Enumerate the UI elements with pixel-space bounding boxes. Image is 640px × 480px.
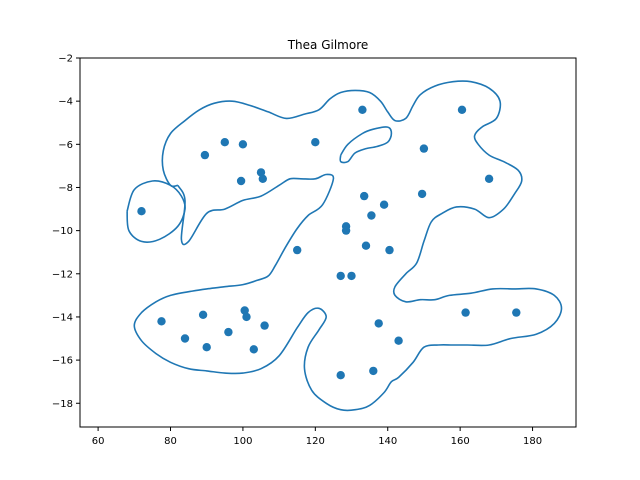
data-point — [417, 189, 427, 199]
chart-title: Thea Gilmore — [287, 38, 369, 52]
data-point — [242, 312, 251, 322]
data-point — [293, 245, 302, 255]
x-tick-label: 60 — [92, 436, 105, 447]
x-tick-label: 80 — [164, 436, 177, 447]
y-tick-label: −8 — [58, 183, 73, 194]
data-point — [385, 245, 394, 255]
data-point — [367, 211, 376, 220]
data-point — [180, 334, 190, 343]
y-tick-label: −4 — [58, 97, 73, 108]
y-tick-label: −10 — [52, 226, 73, 237]
data-point — [220, 138, 229, 147]
data-point — [224, 327, 233, 337]
contour-line-2 — [133, 80, 563, 412]
data-point — [238, 140, 248, 149]
data-point — [198, 310, 208, 319]
scatter-points — [137, 105, 521, 380]
y-tick-label: −12 — [52, 269, 73, 280]
data-point — [236, 176, 246, 186]
data-point — [336, 271, 345, 281]
data-point — [374, 319, 383, 328]
axes: 60 80 100 120 140 160 180 −18 −16 −14 −12 −10 −8 −6 −4… — [52, 54, 577, 447]
data-point — [260, 321, 269, 330]
data-point — [137, 207, 146, 216]
y-tick-label: −18 — [52, 399, 73, 410]
data-point — [202, 343, 211, 352]
y-tick-label: −6 — [58, 140, 73, 151]
contour-line-1 — [126, 180, 186, 243]
data-point — [249, 345, 258, 354]
data-point — [512, 308, 521, 317]
x-tick-label: 120 — [306, 436, 325, 447]
data-point — [358, 105, 367, 115]
data-point — [336, 371, 345, 380]
contour-lines — [126, 80, 563, 412]
data-point — [157, 317, 166, 326]
x-tick-label: 180 — [523, 436, 542, 447]
y-tick-label: −14 — [52, 312, 73, 323]
data-point — [341, 226, 351, 235]
data-point — [484, 174, 494, 183]
plot-frame — [79, 57, 577, 428]
contour-line-3 — [339, 126, 393, 164]
y-tick-label: −16 — [52, 356, 73, 367]
data-point — [347, 271, 356, 281]
y-tick-label: −2 — [58, 54, 73, 65]
x-tick-label: 160 — [451, 436, 470, 447]
data-point — [461, 308, 470, 317]
data-point — [419, 144, 429, 153]
data-point — [394, 336, 403, 345]
data-point — [256, 168, 266, 177]
data-point — [361, 241, 371, 250]
x-tick-label: 140 — [378, 436, 397, 447]
data-point — [360, 191, 369, 201]
data-point — [379, 200, 389, 209]
x-tick-label: 100 — [233, 436, 252, 447]
data-point — [200, 150, 210, 160]
data-point — [258, 174, 267, 183]
data-point — [457, 105, 467, 115]
data-point — [369, 366, 378, 376]
data-point — [240, 306, 249, 315]
data-point — [311, 138, 320, 147]
